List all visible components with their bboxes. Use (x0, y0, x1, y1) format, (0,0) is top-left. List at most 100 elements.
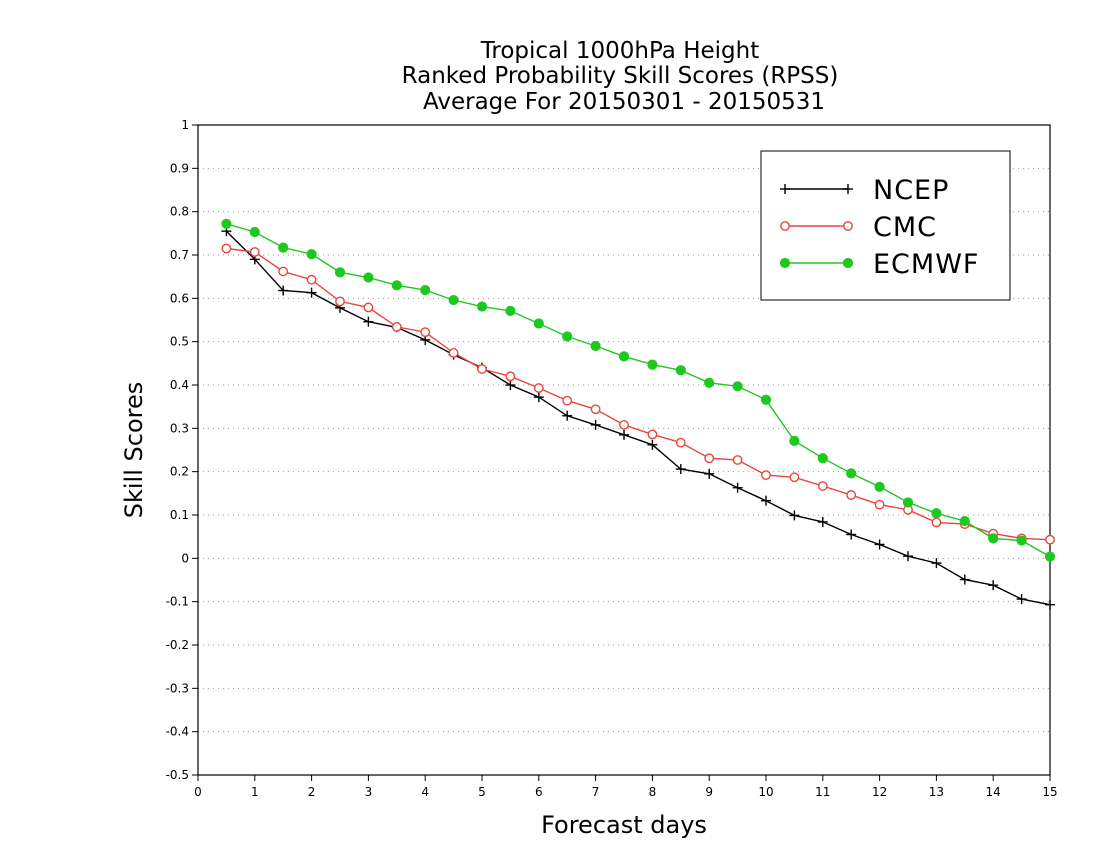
data-point-ecmwf (817, 453, 828, 464)
data-point-cmc (505, 371, 516, 382)
x-tick-label: 3 (365, 785, 373, 799)
data-point-ncep (817, 516, 828, 527)
legend-marker-cmc (843, 221, 853, 231)
data-point-ecmwf (789, 435, 800, 446)
data-point-cmc (249, 247, 260, 257)
legend-label-ncep: NCEP (873, 175, 949, 206)
data-point-cmc (533, 383, 544, 393)
x-tick-label: 9 (705, 785, 713, 799)
data-point-ncep (1016, 594, 1027, 605)
data-point-ecmwf (931, 508, 942, 519)
y-tick-label: -0.4 (166, 725, 189, 739)
data-point-ncep (562, 410, 573, 421)
data-point-cmc (846, 490, 857, 500)
data-point-ncep (874, 539, 885, 550)
data-point-cmc (420, 327, 431, 338)
y-tick-label: 0 (181, 551, 189, 565)
data-point-ncep (1045, 599, 1055, 610)
data-point-ecmwf (704, 377, 715, 388)
data-point-ecmwf (618, 351, 630, 362)
data-point-ecmwf (391, 280, 402, 291)
data-point-ncep (789, 510, 800, 521)
data-point-ncep (931, 558, 942, 569)
data-point-ncep (959, 574, 970, 585)
legend-marker-ncep (843, 184, 853, 194)
y-tick-label: 1 (181, 118, 189, 132)
x-axis-label: Forecast days (541, 811, 707, 839)
data-point-ecmwf (732, 381, 743, 392)
data-point-ecmwf (846, 468, 857, 479)
data-point-ecmwf (562, 331, 573, 342)
data-point-ecmwf (420, 285, 431, 296)
y-tick-label: 0.8 (170, 205, 189, 219)
data-point-cmc (704, 453, 715, 464)
data-point-cmc (1045, 534, 1055, 545)
y-tick-label: 0.9 (170, 161, 189, 175)
y-tick-label: 0.4 (170, 378, 189, 392)
data-point-ecmwf (249, 226, 260, 238)
data-point-cmc (306, 274, 317, 285)
data-point-cmc (874, 499, 885, 510)
x-tick-label: 7 (592, 785, 600, 799)
legend-item-cmc: CMC (780, 212, 937, 243)
data-point-cmc (590, 404, 601, 415)
data-point-ecmwf (334, 267, 346, 278)
data-point-cmc (931, 517, 942, 528)
series-ncep (221, 226, 1055, 610)
data-point-ncep (988, 580, 999, 591)
y-tick-label: -0.5 (166, 768, 189, 782)
x-tick-label: 6 (535, 785, 543, 799)
data-point-ncep (761, 495, 771, 506)
y-tick-label: -0.3 (166, 681, 189, 695)
data-point-ecmwf (505, 305, 516, 316)
data-point-ecmwf (221, 218, 232, 229)
legend-label-cmc: CMC (873, 212, 937, 243)
data-point-cmc (562, 395, 573, 406)
y-tick-label: 0.2 (170, 465, 189, 479)
data-point-ncep (533, 392, 544, 403)
data-point-ncep (647, 439, 658, 450)
data-point-cmc (675, 437, 686, 448)
data-point-ecmwf (1044, 551, 1056, 562)
chart-title-line-1: Tropical 1000hPa Height (480, 38, 760, 64)
y-tick-label: 0.5 (170, 335, 189, 349)
data-point-ecmwf (363, 272, 374, 283)
y-tick-label: 0.3 (170, 421, 189, 435)
data-point-ecmwf (675, 365, 686, 376)
data-point-ecmwf (988, 533, 999, 544)
x-tick-label: 14 (986, 785, 1001, 799)
data-point-ecmwf (278, 242, 289, 253)
y-tick-label: -0.2 (166, 638, 189, 652)
data-point-cmc (363, 302, 374, 313)
data-point-ecmwf (590, 340, 601, 352)
data-point-ecmwf (760, 394, 772, 405)
x-tick-label: 13 (929, 785, 944, 799)
x-tick-label: 8 (649, 785, 657, 799)
data-point-ncep (704, 468, 715, 479)
data-point-cmc (448, 348, 459, 358)
legend: NCEP CMC ECMWF (760, 150, 1011, 301)
data-point-ncep (363, 316, 374, 327)
data-point-cmc (817, 481, 828, 491)
data-point-ecmwf (647, 359, 658, 370)
data-point-ncep (732, 482, 743, 493)
data-point-ncep (675, 464, 686, 475)
x-tick-label: 4 (421, 785, 429, 799)
data-point-ecmwf (1016, 535, 1027, 546)
x-tick-label: 10 (758, 785, 773, 799)
series-cmc (221, 243, 1055, 545)
data-point-cmc (619, 419, 629, 430)
series-lines (221, 218, 1056, 610)
data-point-ncep (903, 551, 913, 562)
y-tick-label: 0.7 (170, 248, 189, 262)
data-point-cmc (647, 429, 658, 440)
data-point-ncep (590, 419, 601, 430)
x-tick-label: 1 (251, 785, 259, 799)
data-point-ncep (505, 380, 516, 390)
x-tick-label: 11 (815, 785, 830, 799)
plot-frame (197, 124, 1051, 776)
data-point-ecmwf (874, 481, 885, 492)
data-point-cmc (761, 470, 771, 481)
tick-labels: -0.5 -0.4 -0.3 -0.2 -0.1 0 0.1 0.2 0.3 0.4 0.5 0.6 0… (166, 118, 1058, 799)
